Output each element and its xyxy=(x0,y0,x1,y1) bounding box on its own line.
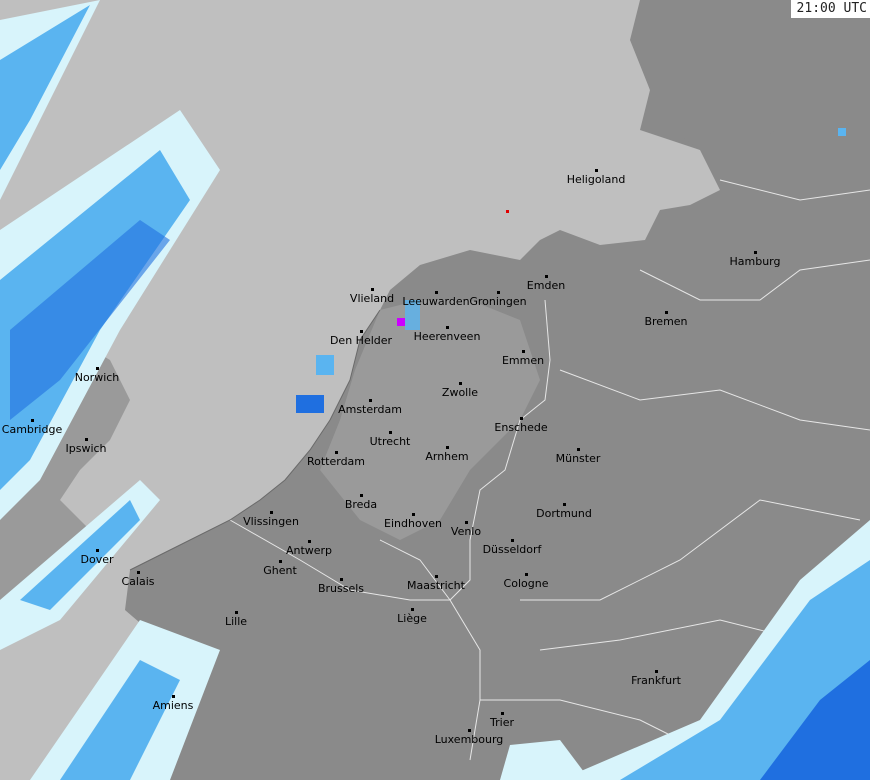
coastline xyxy=(129,309,381,571)
city-label: Venlo xyxy=(450,525,482,538)
city-marker xyxy=(279,560,282,563)
city-marker xyxy=(520,417,523,420)
city-marker xyxy=(235,611,238,614)
city-label: Eindhoven xyxy=(384,517,442,530)
city-label: Rotterdam xyxy=(306,455,366,468)
city-marker xyxy=(360,494,363,497)
city-label: Utrecht xyxy=(369,435,411,448)
city-label: Lille xyxy=(224,615,248,628)
city-marker xyxy=(412,513,415,516)
city-label: Den Helder xyxy=(329,334,393,347)
city-label: Brussels xyxy=(317,582,365,595)
city-label: Düsseldorf xyxy=(482,543,542,556)
city-label: Dortmund xyxy=(536,507,592,520)
denmark-land xyxy=(640,0,870,150)
city-label: Cambridge xyxy=(1,423,63,436)
city-marker xyxy=(511,539,514,542)
city-label: Cologne xyxy=(503,577,549,590)
city-marker xyxy=(446,446,449,449)
city-label: Bremen xyxy=(644,315,688,328)
city-marker xyxy=(655,670,658,673)
city-label: Emmen xyxy=(501,354,545,367)
city-marker xyxy=(435,291,438,294)
city-marker xyxy=(96,367,99,370)
city-marker xyxy=(270,511,273,514)
city-marker xyxy=(468,729,471,732)
city-label: Hamburg xyxy=(729,255,781,268)
city-label: Heerenveen xyxy=(413,330,481,343)
city-marker xyxy=(446,326,449,329)
city-label: Amiens xyxy=(152,699,194,712)
city-label: Emden xyxy=(526,279,566,292)
city-marker xyxy=(137,571,140,574)
netherlands-lowland xyxy=(320,300,540,540)
city-label: Ipswich xyxy=(65,442,107,455)
city-marker xyxy=(172,695,175,698)
city-label: Trier xyxy=(490,716,514,729)
city-label: Ghent xyxy=(263,564,297,577)
city-marker xyxy=(497,291,500,294)
city-marker xyxy=(563,503,566,506)
city-label: Norwich xyxy=(74,371,120,384)
city-marker xyxy=(522,350,525,353)
city-marker xyxy=(308,540,311,543)
city-marker xyxy=(96,549,99,552)
city-marker xyxy=(459,382,462,385)
timestamp: 21:00 UTC xyxy=(790,0,870,18)
city-label: Vlissingen xyxy=(243,515,299,528)
city-marker xyxy=(31,419,34,422)
city-label: Liège xyxy=(397,612,427,625)
city-marker xyxy=(545,275,548,278)
city-label: Antwerp xyxy=(285,544,333,557)
city-label: Frankfurt xyxy=(631,674,681,687)
city-label: Luxembourg xyxy=(434,733,504,746)
city-label: Calais xyxy=(121,575,155,588)
city-marker xyxy=(360,330,363,333)
city-marker xyxy=(435,575,438,578)
borders xyxy=(229,179,870,761)
city-label: Groningen xyxy=(469,295,527,308)
city-marker xyxy=(369,399,372,402)
city-label: Amsterdam xyxy=(338,403,402,416)
city-label: Dover xyxy=(80,553,114,566)
city-marker xyxy=(85,438,88,441)
city-label: Vlieland xyxy=(349,292,395,305)
city-marker xyxy=(501,712,504,715)
city-marker xyxy=(340,578,343,581)
city-marker xyxy=(465,521,468,524)
city-marker xyxy=(577,448,580,451)
city-label: Heligoland xyxy=(566,173,626,186)
city-label: Zwolle xyxy=(441,386,479,399)
city-marker xyxy=(371,288,374,291)
city-label: Enschede xyxy=(494,421,548,434)
city-label: Münster xyxy=(555,452,601,465)
city-label: Breda xyxy=(344,498,378,511)
city-label: Maastricht xyxy=(407,579,465,592)
city-marker xyxy=(595,169,598,172)
city-marker xyxy=(411,608,414,611)
city-marker xyxy=(665,311,668,314)
city-marker xyxy=(389,431,392,434)
city-marker xyxy=(525,573,528,576)
city-marker xyxy=(754,251,757,254)
city-label: Arnhem xyxy=(425,450,469,463)
city-label: Leeuwarden xyxy=(402,295,470,308)
city-marker xyxy=(335,451,338,454)
